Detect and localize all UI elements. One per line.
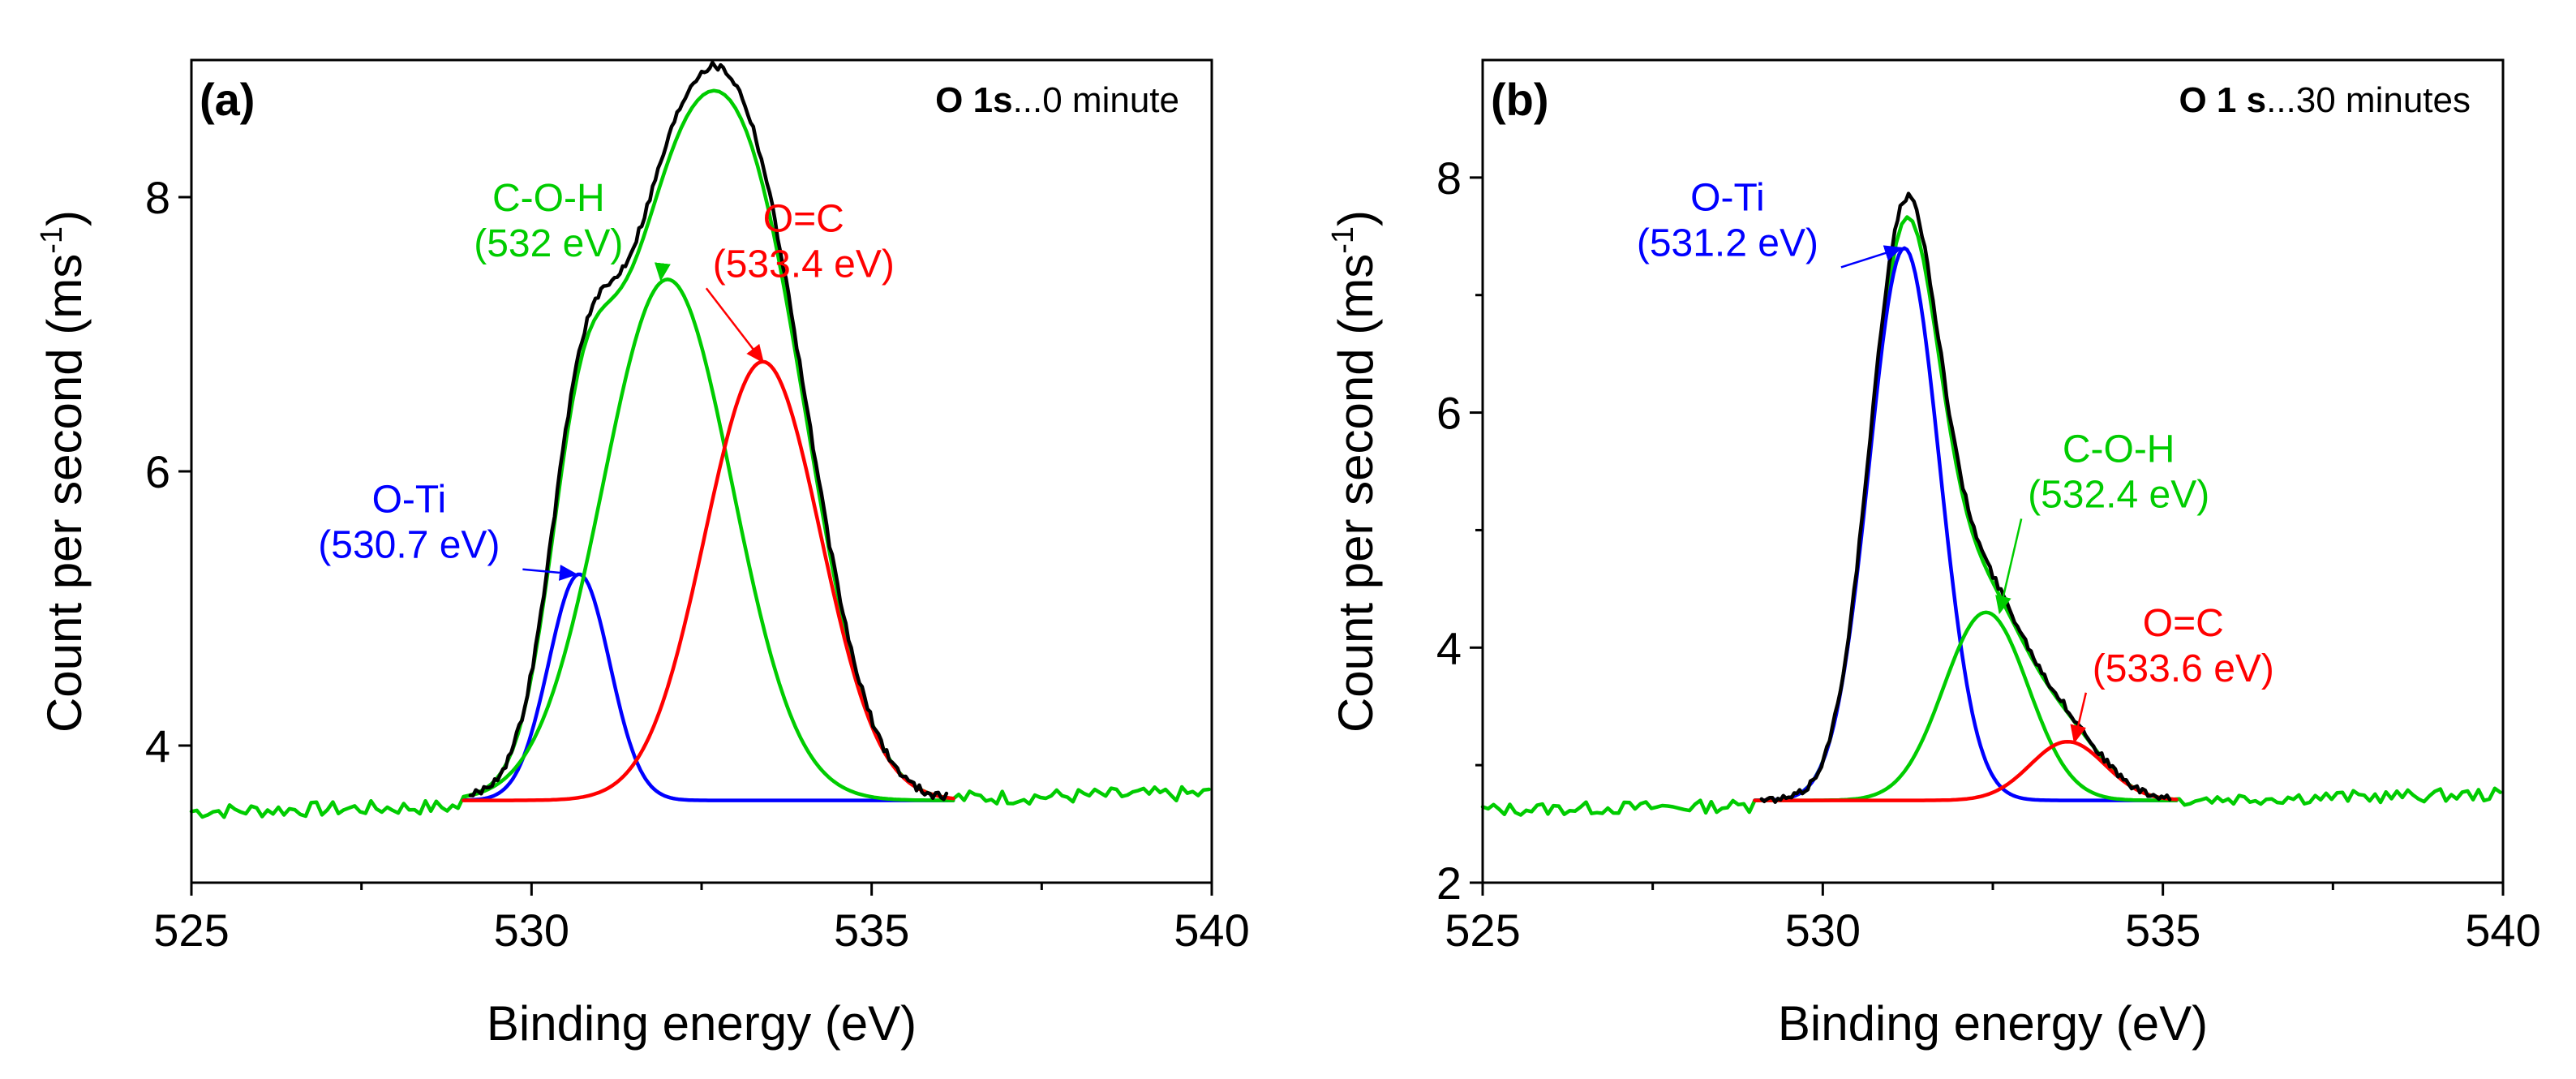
panel-b-xtick-label-530: 530 xyxy=(1785,905,1861,956)
panel-b-peak-o-ti xyxy=(1753,246,2179,802)
panel-a-annotation-energy: (532 eV) xyxy=(474,222,623,265)
panel-b-title-bold: O 1 s xyxy=(2179,80,2266,120)
panel-b-ylabel-main: Count per second (ms xyxy=(1329,254,1383,733)
panel-a-raw-baseline xyxy=(189,88,1211,819)
panel-a-ytick-label-8: 8 xyxy=(145,172,170,223)
panel-a-title: O 1s...0 minute xyxy=(935,80,1179,120)
panel-a: 525 530 535 540 4 6 8 (a) O 1s...0 minute Bind… xyxy=(35,58,1250,1051)
panel-a-curves xyxy=(189,60,1211,819)
panel-a-xlabel: Binding energy (eV) xyxy=(487,996,917,1051)
panel-a-ylabel: Count per second (ms-1) xyxy=(35,210,92,733)
panel-a-ylabel-close: ) xyxy=(37,210,92,226)
panel-a-annotation-arrow xyxy=(654,262,671,282)
panel-b-xtick-label-525: 525 xyxy=(1445,905,1520,956)
panel-b-envelope xyxy=(1759,191,2172,804)
panel-a-annotation-name: O=C xyxy=(763,197,844,240)
panel-b-annotation-name: O=C xyxy=(2143,602,2224,645)
panel-b-annotations: O-Ti(531.2 eV) C-O-H(532.4 eV) O=C(533.6 e… xyxy=(1637,176,2274,744)
panel-b-annotation-energy: (531.2 eV) xyxy=(1637,221,1818,264)
panel-b-ticks: 525 530 535 540 2 4 6 8 xyxy=(1436,153,2541,956)
panel-a-envelope xyxy=(468,60,949,802)
panel-b-xtick-label-540: 540 xyxy=(2465,905,2540,956)
panel-a-annotation-name: O-Ti xyxy=(372,479,447,522)
panel-a-xtick-label-540: 540 xyxy=(1174,905,1249,956)
panel-a-frame xyxy=(190,58,1213,884)
panel-b-ytick-label-8: 8 xyxy=(1436,153,1462,204)
panel-b-annotation-arrow xyxy=(1995,518,2023,615)
panel-b-xtick-label-535: 535 xyxy=(2125,905,2200,956)
panel-a-xtick-label-535: 535 xyxy=(834,905,909,956)
panel-b-annotation-name: O-Ti xyxy=(1690,176,1765,219)
panel-a-peak-c-o-h xyxy=(462,277,955,802)
panel-a-xtick-label-530: 530 xyxy=(494,905,569,956)
panel-b-title: O 1 s...30 minutes xyxy=(2179,80,2471,120)
panel-b-annotation-name: C-O-H xyxy=(2063,428,2175,471)
panel-a-annotation-energy: (533.4 eV) xyxy=(713,243,895,286)
panel-b-ytick-label-6: 6 xyxy=(1436,388,1462,439)
panel-b-ylabel-close: ) xyxy=(1329,210,1383,226)
panel-a-label: (a) xyxy=(200,74,255,125)
panel-a-annotation-name: C-O-H xyxy=(492,177,605,220)
panel-b-curves xyxy=(1480,191,2502,817)
panel-b-label: (b) xyxy=(1491,74,1549,125)
panel-a-annotation-arrow xyxy=(522,564,578,581)
panel-a-xtick-label-525: 525 xyxy=(153,905,229,956)
panel-b-title-rest: ...30 minutes xyxy=(2266,80,2471,120)
panel-a-annotation-energy: (530.7 eV) xyxy=(318,524,500,567)
panel-b-ylabel-sup: -1 xyxy=(1326,226,1360,254)
panel-a-ylabel-main: Count per second (ms xyxy=(37,254,92,733)
panel-b-ylabel: Count per second (ms-1) xyxy=(1326,210,1383,733)
panel-a-peak-o-ti xyxy=(462,572,955,802)
panel-b-ytick-label-2: 2 xyxy=(1436,858,1462,909)
panel-b-xlabel: Binding energy (eV) xyxy=(1778,996,2208,1051)
panel-b-peak-o-c xyxy=(1753,739,2179,802)
panel-a-ytick-label-4: 4 xyxy=(145,720,170,772)
panel-b-annotation-energy: (533.6 eV) xyxy=(2093,647,2274,690)
panel-a-annotations: O-Ti(530.7 eV) C-O-H(532 eV) O=C(533.4 eV) xyxy=(318,177,895,581)
panel-a-title-rest: ...0 minute xyxy=(1013,80,1179,120)
panel-b-raw-baseline xyxy=(1480,215,2502,817)
panel-b-annotation-arrow xyxy=(2070,692,2088,744)
panel-a-ylabel-sup: -1 xyxy=(35,226,69,254)
panel-a-ticks: 525 530 535 540 4 6 8 xyxy=(145,172,1250,956)
panel-a-ytick-label-6: 6 xyxy=(145,446,170,497)
panel-b-frame xyxy=(1481,58,2505,884)
panel-b-annotation-arrow xyxy=(1840,245,1904,269)
panel-b-annotation-energy: (532.4 eV) xyxy=(2028,473,2209,516)
panel-b-ytick-label-4: 4 xyxy=(1436,622,1462,673)
panel-a-annotation-arrow xyxy=(705,287,765,363)
panel-a-title-bold: O 1s xyxy=(935,80,1012,120)
